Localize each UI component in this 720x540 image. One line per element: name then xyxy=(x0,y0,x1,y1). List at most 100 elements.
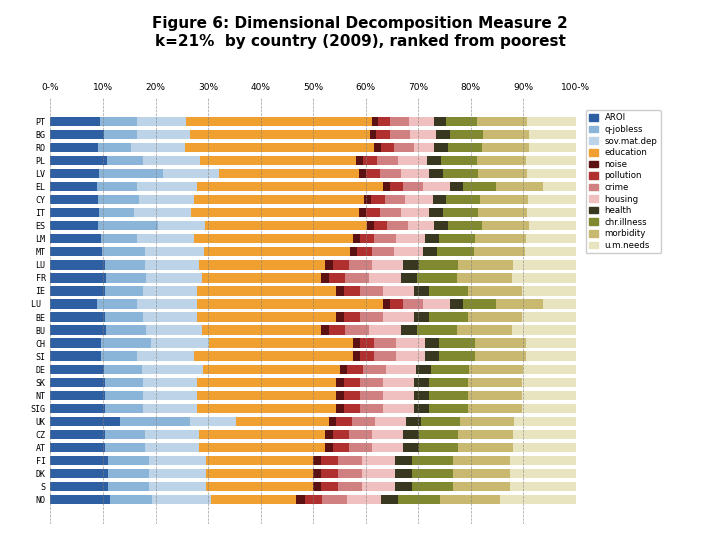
Bar xyxy=(190,130,370,139)
Bar xyxy=(50,169,99,178)
Bar xyxy=(463,299,496,309)
Bar xyxy=(522,404,576,413)
Bar xyxy=(336,286,344,295)
Bar xyxy=(433,195,446,204)
Bar xyxy=(143,377,197,387)
Bar xyxy=(460,417,514,426)
Bar xyxy=(383,299,390,309)
Bar xyxy=(50,352,101,361)
Bar xyxy=(525,247,576,256)
Bar xyxy=(142,364,203,374)
Bar xyxy=(50,495,109,504)
Bar xyxy=(383,390,414,400)
Bar xyxy=(197,377,336,387)
Bar xyxy=(439,339,475,348)
Bar xyxy=(207,456,313,465)
Bar xyxy=(344,312,359,322)
Bar xyxy=(414,286,429,295)
Bar xyxy=(378,117,390,126)
Bar xyxy=(360,339,374,348)
Bar xyxy=(419,443,459,452)
Bar xyxy=(50,377,104,387)
Bar xyxy=(366,208,379,217)
Bar xyxy=(425,352,439,361)
Bar xyxy=(448,221,482,231)
Bar xyxy=(143,404,197,413)
Bar xyxy=(101,352,137,361)
Bar xyxy=(456,273,513,282)
Bar xyxy=(338,482,362,491)
Bar xyxy=(321,326,329,335)
Bar xyxy=(500,495,576,504)
Bar xyxy=(377,130,390,139)
Bar xyxy=(108,482,149,491)
Bar xyxy=(97,182,137,191)
Bar xyxy=(370,130,377,139)
Bar xyxy=(143,156,199,165)
Bar xyxy=(336,404,344,413)
Bar xyxy=(414,143,434,152)
Bar xyxy=(353,339,360,348)
Bar xyxy=(431,364,469,374)
Bar xyxy=(143,390,197,400)
Bar xyxy=(401,326,417,335)
Bar xyxy=(359,208,366,217)
Bar xyxy=(522,286,576,295)
Bar xyxy=(379,169,401,178)
Bar xyxy=(543,299,576,309)
Bar xyxy=(403,182,423,191)
Bar xyxy=(345,273,369,282)
Bar xyxy=(372,195,385,204)
Bar xyxy=(348,364,363,374)
Bar xyxy=(325,260,333,269)
Bar xyxy=(352,417,375,426)
Bar xyxy=(474,247,525,256)
Bar xyxy=(526,352,576,361)
Bar xyxy=(50,339,101,348)
Bar xyxy=(212,495,296,504)
Bar xyxy=(336,417,352,426)
Bar xyxy=(523,364,576,374)
Bar xyxy=(423,182,449,191)
Bar xyxy=(396,234,425,244)
Bar xyxy=(406,417,421,426)
Bar xyxy=(353,234,360,244)
Bar xyxy=(513,273,576,282)
Bar xyxy=(101,234,137,244)
Bar xyxy=(390,117,409,126)
Bar xyxy=(347,495,381,504)
Bar xyxy=(98,143,131,152)
Bar xyxy=(219,169,359,178)
Bar xyxy=(139,195,194,204)
Bar xyxy=(50,482,108,491)
Bar xyxy=(325,443,333,452)
Bar xyxy=(437,247,474,256)
Bar xyxy=(401,273,417,282)
Bar xyxy=(468,286,522,295)
Bar xyxy=(50,404,104,413)
Bar xyxy=(446,195,480,204)
Bar xyxy=(321,273,329,282)
Bar xyxy=(207,469,313,478)
Bar xyxy=(449,182,463,191)
Bar xyxy=(305,495,322,504)
Bar xyxy=(202,273,321,282)
Bar xyxy=(414,312,429,322)
Bar xyxy=(410,130,436,139)
Bar xyxy=(50,443,105,452)
Bar xyxy=(387,221,408,231)
Bar xyxy=(189,417,236,426)
Bar xyxy=(475,234,526,244)
Bar xyxy=(199,260,325,269)
Bar xyxy=(372,430,403,439)
Bar xyxy=(333,260,348,269)
Bar xyxy=(149,456,207,465)
Bar xyxy=(522,312,576,322)
Bar xyxy=(419,430,459,439)
Bar xyxy=(510,456,576,465)
Bar xyxy=(381,495,398,504)
Bar xyxy=(379,208,401,217)
Bar xyxy=(50,417,120,426)
Bar xyxy=(412,482,453,491)
Bar xyxy=(345,326,369,335)
